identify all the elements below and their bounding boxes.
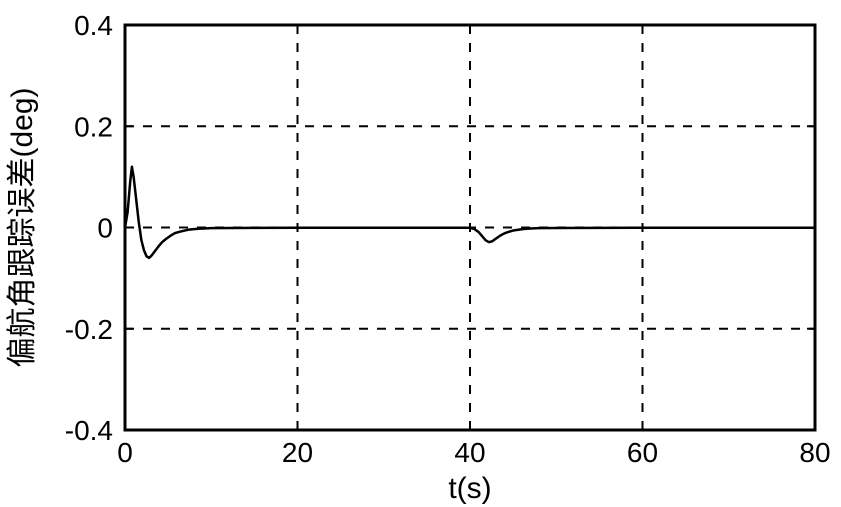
x-tick-label: 20 [282, 437, 313, 468]
y-tick-label: -0.2 [65, 314, 113, 345]
y-tick-label: 0.4 [74, 10, 113, 41]
x-tick-label: 0 [117, 437, 133, 468]
y-tick-label: 0 [97, 213, 113, 244]
y-axis-label: 偏航角跟踪误差(deg) [6, 87, 39, 367]
x-tick-label: 40 [454, 437, 485, 468]
y-tick-label: 0.2 [74, 111, 113, 142]
y-tick-label: -0.4 [65, 415, 113, 446]
x-axis-label: t(s) [448, 472, 491, 505]
yaw-error-chart: 0 20 40 60 80 -0.4 -0.2 0 0.2 0.4 t(s) 偏航角跟踪误差(de… [0, 0, 841, 507]
x-tick-label: 60 [627, 437, 658, 468]
x-tick-label: 80 [799, 437, 830, 468]
